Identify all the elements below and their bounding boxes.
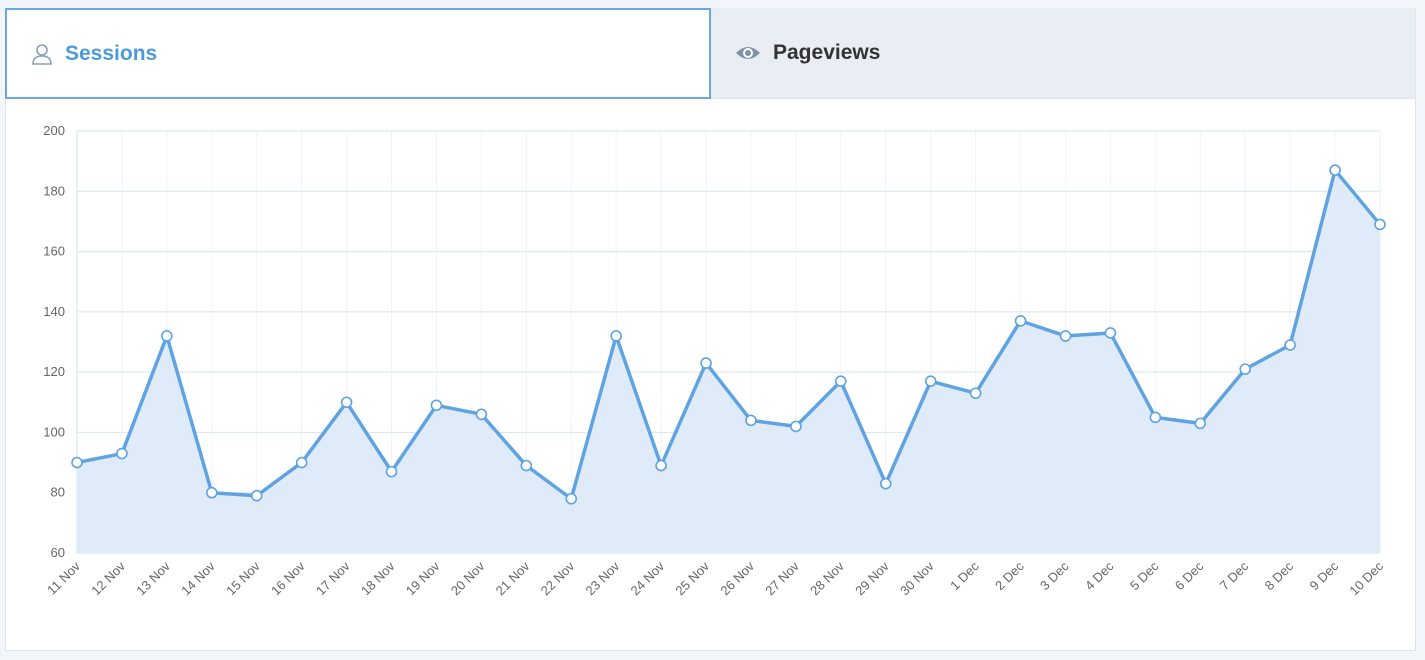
point — [924, 375, 937, 387]
x-tick-label: 25 Nov — [672, 558, 712, 598]
point — [520, 459, 533, 472]
y-tick-label: 120 — [43, 364, 65, 379]
y-tick-label: 100 — [43, 424, 65, 439]
tab-label: Pageviews — [773, 41, 881, 64]
point — [610, 330, 622, 342]
x-tick-label: 1 Dec — [947, 558, 982, 593]
x-tick-label: 20 Nov — [448, 558, 488, 598]
point — [700, 357, 712, 369]
point — [295, 456, 308, 469]
point — [250, 489, 263, 502]
x-tick-label: 24 Nov — [627, 558, 667, 598]
point — [1284, 339, 1296, 351]
point — [430, 399, 443, 412]
x-tick-label: 6 Dec — [1172, 558, 1207, 593]
point — [1149, 411, 1162, 424]
x-tick-label: 13 Nov — [133, 558, 173, 598]
point — [745, 414, 757, 427]
x-tick-label: 14 Nov — [178, 558, 218, 598]
point — [879, 477, 892, 490]
point — [565, 492, 578, 505]
point — [116, 447, 128, 460]
point — [1194, 417, 1207, 430]
x-tick-label: 12 Nov — [88, 558, 128, 598]
x-tick-label: 11 Nov — [44, 558, 83, 597]
x-tick-label: 19 Nov — [403, 558, 443, 598]
point — [1329, 164, 1341, 176]
x-tick-label: 30 Nov — [897, 558, 937, 598]
x-tick-label: 5 Dec — [1127, 558, 1162, 593]
x-tick-label: 9 Dec — [1307, 558, 1342, 593]
x-tick-label: 28 Nov — [807, 558, 847, 598]
area — [77, 170, 1380, 553]
eye-icon — [736, 47, 760, 59]
tab[interactable]: Sessions — [5, 8, 711, 99]
point — [835, 375, 847, 387]
point — [205, 486, 218, 499]
x-tick-label: 16 Nov — [268, 558, 308, 598]
point — [161, 330, 173, 342]
tab-label: Sessions — [65, 41, 158, 65]
point — [385, 465, 398, 478]
point — [475, 408, 488, 421]
y-tick-label: 200 — [43, 123, 65, 138]
y-tick-label: 60 — [51, 545, 65, 560]
x-tick-label: 17 Nov — [313, 558, 353, 598]
x-tick-label: 21 Nov — [493, 558, 533, 598]
x-tick-label: 2 Dec — [992, 558, 1027, 593]
y-tick-label: 160 — [43, 244, 65, 259]
x-tick-label: 7 Dec — [1217, 558, 1252, 593]
point — [790, 420, 802, 433]
x-tick-label: 3 Dec — [1037, 558, 1072, 593]
x-tick-label: 22 Nov — [538, 558, 578, 598]
x-tick-label: 23 Nov — [583, 558, 623, 598]
x-tick-label: 15 Nov — [223, 558, 263, 598]
point — [1374, 218, 1386, 231]
point — [1239, 363, 1252, 375]
point — [655, 459, 667, 472]
point — [1059, 330, 1072, 342]
line — [76, 168, 1382, 501]
tab[interactable]: Pageviews — [711, 8, 1415, 99]
x-tick-label: 27 Nov — [762, 558, 802, 598]
x-tick-label: 8 Dec — [1262, 558, 1297, 593]
point — [1104, 327, 1117, 339]
x-tick-label: 18 Nov — [358, 558, 398, 598]
point — [71, 456, 83, 469]
x-tick-label: 10 Dec — [1346, 558, 1386, 598]
x-tick-label: 26 Nov — [717, 558, 757, 598]
point — [969, 387, 982, 400]
x-tick-label: 29 Nov — [852, 558, 892, 598]
user-icon — [32, 43, 52, 65]
point — [1014, 315, 1027, 327]
y-tick-label: 180 — [43, 183, 65, 198]
point — [340, 396, 353, 409]
y-tick-label: 140 — [43, 304, 65, 319]
y-tick-label: 80 — [51, 485, 65, 500]
x-tick-label: 4 Dec — [1082, 558, 1117, 593]
